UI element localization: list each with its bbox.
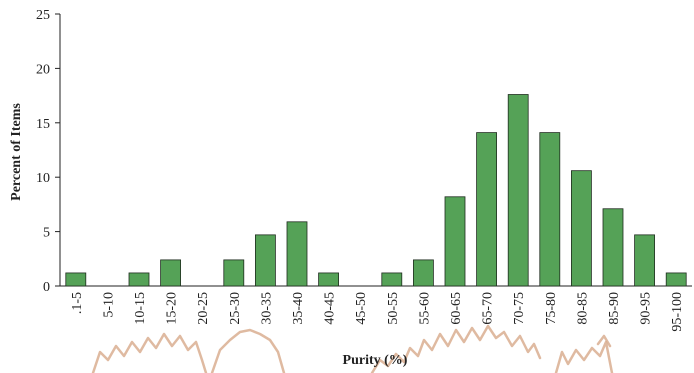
x-tick-label: 80-85 [575,292,590,325]
bar-95-100 [665,272,687,287]
bar-10-15 [128,272,150,287]
x-tick-label: 10-15 [133,292,148,325]
x-tick-label: 5-10 [101,292,116,318]
bar-1-5 [65,272,87,287]
plot-area: 0 5 10 15 20 25 .1-5 5-10 10-15 15-20 20-25 25-30 30… [36,8,692,332]
x-tick-label: 30-35 [259,292,274,325]
bar-50-55 [381,272,403,287]
y-tick-label: 15 [36,117,50,132]
x-tick-label: 90-95 [639,292,654,325]
bar-65-70 [476,132,498,287]
x-tick-label: 15-20 [165,292,180,325]
x-tick-label: 70-75 [512,292,527,325]
bar-70-75 [507,94,529,287]
x-tick-label: 40-45 [323,292,338,325]
x-tick-label: 85-90 [607,292,622,325]
bar-30-35 [254,234,276,287]
y-tick-label: 20 [36,62,50,77]
x-tick-label: 65-70 [481,292,496,325]
x-tick-label: 55-60 [417,292,432,325]
y-tick-label: 25 [36,8,50,23]
y-axis-title: Percent of Items [9,103,24,201]
bar-85-90 [602,208,624,287]
bar-35-40 [286,221,308,287]
x-tick-label: 75-80 [544,292,559,325]
bar-55-60 [412,259,434,287]
x-tick-label: .1-5 [70,292,85,314]
y-tick-label: 10 [36,171,50,186]
x-tick-label: 25-30 [228,292,243,325]
x-tick-label: 50-55 [386,292,401,325]
watermark-decoration [91,324,614,373]
y-tick-label: 0 [43,280,50,295]
x-tick-label: 95-100 [670,292,685,332]
x-tick-label: 60-65 [449,292,464,325]
bar-60-65 [444,196,466,287]
x-axis-title: Purity (%) [343,353,408,368]
bar-15-20 [160,259,182,287]
bar-75-80 [539,132,561,287]
bar-40-45 [318,272,340,287]
bar-25-30 [223,259,245,287]
bar-80-85 [571,170,592,287]
bar-90-95 [634,234,655,287]
x-tick-label: 35-40 [291,292,306,325]
y-tick-label: 5 [43,226,50,241]
x-tick-label: 20-25 [196,292,211,325]
x-tick-label: 45-50 [354,292,369,325]
